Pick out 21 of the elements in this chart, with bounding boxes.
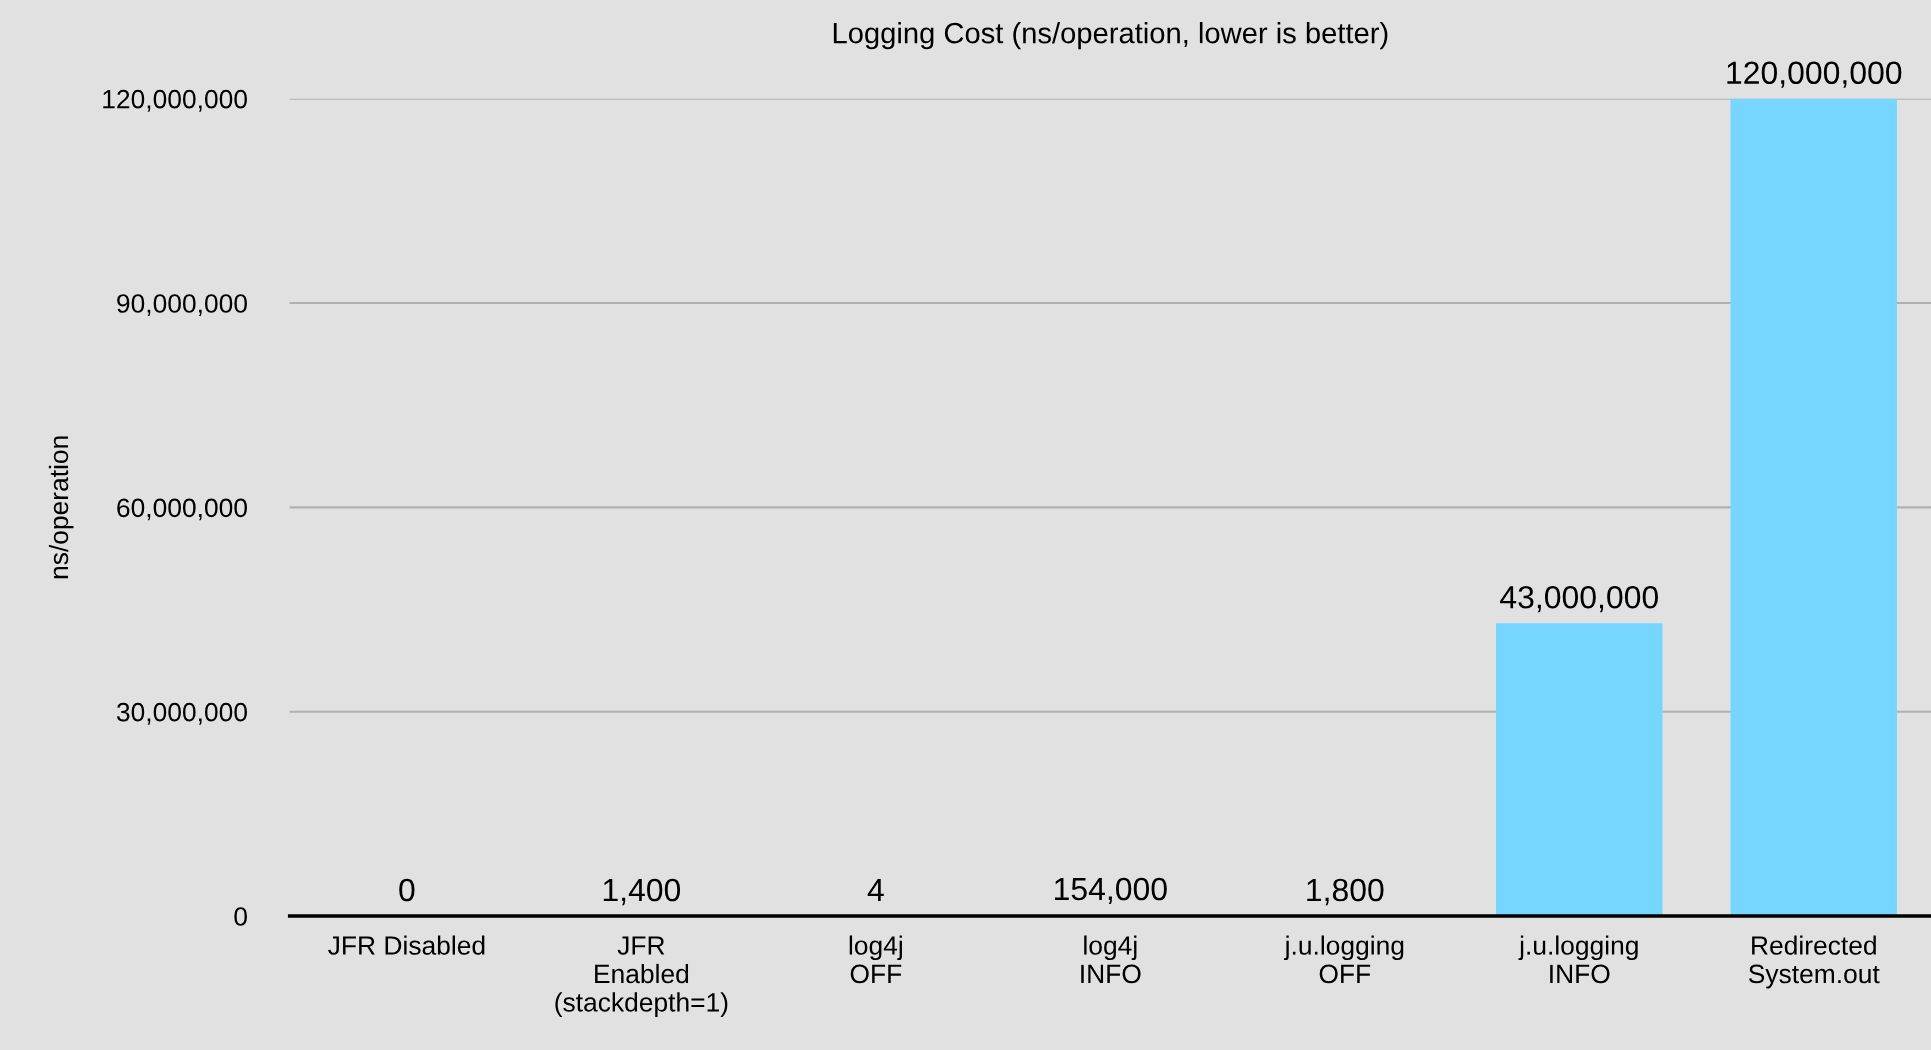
chart-title: Logging Cost (ns/operation, lower is better) — [833, 22, 1388, 50]
data-label: 4 — [867, 879, 884, 902]
y-tick-label: 30,000,000 — [116, 702, 247, 725]
data-label: 120,000,000 — [1727, 61, 1902, 88]
y-tick-label: 0 — [234, 907, 247, 926]
x-tick-label: log4j INFO — [1081, 935, 1141, 984]
x-tick-label: Redirected System.out — [1748, 935, 1880, 989]
data-label: 43,000,000 — [1500, 585, 1658, 613]
y-tick-label: 90,000,000 — [117, 294, 247, 316]
x-tick-label: j.u.logging INFO — [1518, 935, 1638, 984]
data-label: 1,800 — [1307, 878, 1384, 906]
data-label: 0 — [399, 878, 415, 902]
x-tick-label: j.u.logging OFF — [1284, 935, 1404, 984]
y-tick-label: 120,000,000 — [103, 89, 247, 112]
y-tick-label: 60,000,000 — [117, 498, 247, 521]
data-label: 154,000 — [1055, 877, 1167, 905]
x-tick-label: JFR Enabled (stackdepth=1) — [555, 936, 728, 1017]
x-tick-label: JFR Disabled — [328, 935, 485, 955]
x-tick-label: log4j OFF — [849, 935, 902, 984]
y-axis-title: ns/operation — [48, 436, 74, 579]
data-label: 1,400 — [603, 878, 681, 906]
